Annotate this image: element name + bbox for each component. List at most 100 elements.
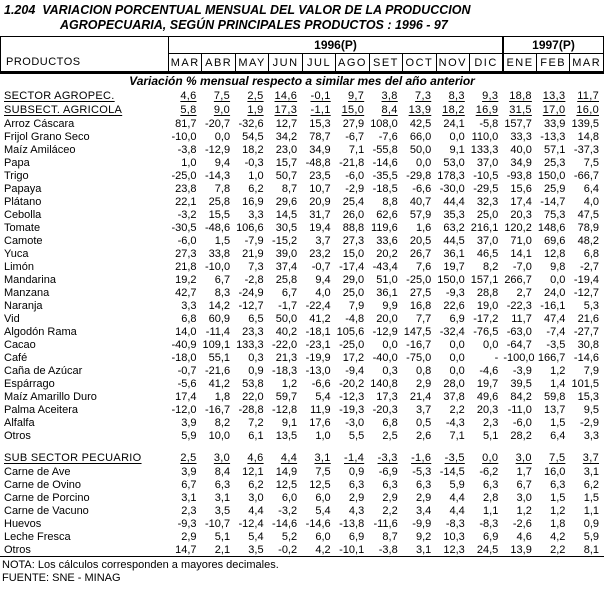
value-cell: 2,2 bbox=[550, 543, 566, 556]
value-cell: -17,4 bbox=[339, 260, 365, 273]
value-cell: -40,9 bbox=[171, 338, 197, 351]
table-row: Carne de Ave 3,9 8,4 12,1 14,9 7,5 0,9 -6,9 -5,3… bbox=[0, 465, 604, 478]
value-cell: 1,7 bbox=[516, 465, 532, 478]
value-cell: 1,5 bbox=[214, 234, 231, 247]
value-cell: 33,8 bbox=[208, 247, 231, 260]
value-cell: -18,0 bbox=[171, 351, 197, 364]
table-title-line2: AGROPECUARIA, SEGÚN PRINCIPALES PRODUCTO… bbox=[60, 18, 448, 32]
value-cell: 0,0 bbox=[449, 338, 465, 351]
value-cell: 139,5 bbox=[571, 117, 599, 130]
table-row: Alfalfa 3,9 8,2 7,2 9,1 17,6 -3,0 6,8 0,5 -4,3 2,3… bbox=[0, 416, 604, 429]
value-cell: 0,0 bbox=[550, 273, 566, 286]
value-cell: -55,8 bbox=[372, 143, 398, 156]
value-cell: -14,3 bbox=[204, 169, 231, 182]
product-label: Carne de Vacuno bbox=[4, 504, 89, 517]
value-cell: 6,8 bbox=[181, 312, 197, 325]
product-label: Manzana bbox=[4, 286, 50, 299]
value-cell: 6,9 bbox=[449, 312, 465, 325]
value-cell: 2,7 bbox=[516, 286, 532, 299]
value-cell: 19,2 bbox=[175, 273, 197, 286]
value-cell: 157,1 bbox=[470, 273, 499, 286]
value-cell: 40,0 bbox=[510, 143, 532, 156]
value-cell: 5,1 bbox=[214, 530, 231, 543]
value-cell: 2,3 bbox=[483, 416, 499, 429]
value-cell: 7,3 bbox=[248, 260, 264, 273]
value-cell: 46,5 bbox=[476, 247, 499, 260]
value-cell: 28,2 bbox=[510, 429, 532, 442]
value-cell: -6,6 bbox=[412, 182, 432, 195]
value-cell: 13,9 bbox=[408, 104, 432, 116]
value-cell: 6,9 bbox=[348, 530, 365, 543]
value-cell: 30,5 bbox=[275, 221, 298, 234]
value-cell: 5,4 bbox=[248, 530, 264, 543]
value-cell: 140,8 bbox=[370, 377, 398, 390]
value-cell: 2,9 bbox=[415, 491, 432, 504]
table-row: Trigo -25,0 -14,3 1,0 50,7 23,5 -6,0 -35,5 -29,8… bbox=[0, 169, 604, 182]
value-cell: 57,1 bbox=[543, 143, 566, 156]
value-cell: 20,5 bbox=[409, 234, 432, 247]
value-cell: 4,4 bbox=[449, 491, 465, 504]
value-cell: 7,2 bbox=[248, 416, 264, 429]
value-cell: 5,1 bbox=[483, 429, 499, 442]
value-cell: 22,6 bbox=[443, 299, 465, 312]
value-cell: 9,3 bbox=[482, 90, 499, 102]
value-cell: -24,9 bbox=[238, 286, 264, 299]
value-cell: 2,9 bbox=[348, 491, 365, 504]
value-cell: 2,5 bbox=[382, 429, 398, 442]
table-row: Vid 6,8 60,9 6,5 50,0 41,2 -4,8 20,0 7,7 6,9 -17,2… bbox=[0, 312, 604, 325]
value-cell: 8,1 bbox=[583, 543, 599, 556]
value-cell: 1,8 bbox=[214, 390, 231, 403]
value-cell: 12,7 bbox=[275, 117, 298, 130]
value-cell: -19,9 bbox=[305, 351, 331, 364]
value-cell: 4,4 bbox=[248, 504, 264, 517]
value-cell: -5,3 bbox=[412, 465, 432, 478]
value-cell: 78,9 bbox=[577, 221, 599, 234]
value-cell: 41,2 bbox=[309, 312, 331, 325]
month-header: JUN bbox=[268, 53, 303, 73]
value-cell: 20,2 bbox=[376, 247, 398, 260]
value-cell: 3,5 bbox=[214, 504, 231, 517]
value-cell: 40,2 bbox=[275, 325, 298, 338]
table-row: Leche Fresca 2,9 5,1 5,4 5,2 6,0 6,9 8,7 9,2 10,3… bbox=[0, 530, 604, 543]
value-cell: -2,9 bbox=[580, 416, 599, 429]
value-cell: 37,0 bbox=[476, 234, 499, 247]
value-cell: -76,5 bbox=[473, 325, 499, 338]
value-cell: -3,2 bbox=[278, 504, 298, 517]
value-cell: 1,5 bbox=[550, 491, 566, 504]
value-cell: 11,9 bbox=[310, 403, 331, 416]
value-cell: 7,8 bbox=[214, 182, 231, 195]
value-cell: 11,7 bbox=[511, 312, 532, 325]
value-cell: 12,5 bbox=[275, 478, 298, 491]
table-row: Carne de Ovino 6,7 6,3 6,2 12,5 12,5 6,3 6,3 6,3… bbox=[0, 478, 604, 491]
value-cell: 30,8 bbox=[577, 338, 599, 351]
value-cell: 17,3 bbox=[274, 104, 298, 116]
value-cell: 7,9 bbox=[583, 364, 599, 377]
value-cell: 0,0 bbox=[483, 338, 499, 351]
value-cell: -10,0 bbox=[171, 130, 197, 143]
table-row: Maíz Amiláceo -3,8 -12,9 18,2 23,0 34,9 7,1 -55… bbox=[0, 143, 604, 156]
table-row: Otros 5,9 10,0 6,1 13,5 1,0 5,5 2,5 2,6 7,1 5,1 28,… bbox=[0, 429, 604, 442]
value-cell: 59,8 bbox=[543, 390, 566, 403]
value-cell: 0,3 bbox=[248, 351, 264, 364]
value-cell: 3,8 bbox=[381, 90, 398, 102]
value-cell: -22,3 bbox=[506, 299, 532, 312]
value-cell: 20,9 bbox=[309, 195, 331, 208]
value-cell: 2,9 bbox=[181, 530, 197, 543]
value-cell: -48,8 bbox=[305, 156, 331, 169]
value-cell: 6,3 bbox=[214, 478, 231, 491]
value-cell: -15,2 bbox=[272, 234, 298, 247]
value-cell: -7,4 bbox=[546, 325, 566, 338]
product-label: Plátano bbox=[4, 195, 42, 208]
value-cell: -6,9 bbox=[378, 465, 398, 478]
value-cell: 19,4 bbox=[309, 221, 331, 234]
value-cell: -4,8 bbox=[345, 312, 365, 325]
value-cell: -25,0 bbox=[339, 338, 365, 351]
value-cell: 5,2 bbox=[281, 530, 298, 543]
value-cell: -13,3 bbox=[540, 130, 566, 143]
value-cell: 4,6 bbox=[247, 452, 264, 464]
value-cell: -23,1 bbox=[305, 338, 331, 351]
value-cell: 3,7 bbox=[315, 234, 331, 247]
value-cell: 48,2 bbox=[577, 234, 599, 247]
month-header: MAR bbox=[167, 53, 203, 73]
value-cell: 66,0 bbox=[409, 130, 432, 143]
